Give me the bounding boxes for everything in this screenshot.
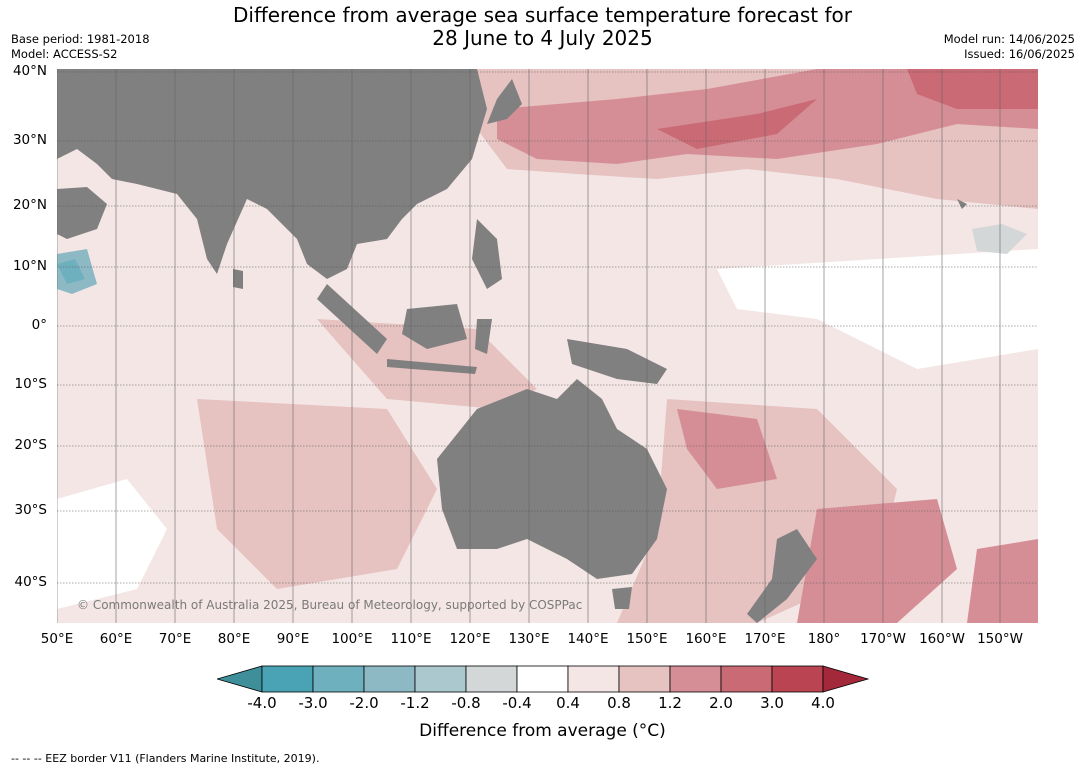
land-java — [387, 359, 477, 374]
longitude-label: 70°E — [158, 631, 192, 647]
colorbar-extend-low — [217, 665, 263, 693]
colorbar-tick-label: 1.2 — [658, 694, 682, 712]
colorbar-tick-label: 3.0 — [760, 694, 784, 712]
sst-anomaly-map: © Commonwealth of Australia 2025, Bureau… — [57, 69, 1038, 623]
latitude-label: 20°S — [14, 437, 48, 453]
longitude-label: 60°E — [99, 631, 133, 647]
latitude-label: 10°S — [14, 376, 48, 392]
latitude-label: 40°S — [14, 574, 48, 590]
land-new-zealand — [747, 529, 817, 623]
latitude-label: 30°S — [14, 502, 48, 518]
colorbar-segment — [720, 665, 773, 693]
map-canvas — [57, 69, 1038, 623]
colorbar-tick-label: -4.0 — [247, 694, 277, 712]
land-borneo — [402, 304, 467, 349]
land-australia — [437, 379, 667, 579]
colorbar-segment — [516, 665, 569, 693]
longitude-label: 180° — [807, 631, 841, 647]
anomaly-north-pacific-core — [657, 99, 817, 149]
longitude-label: 80°E — [217, 631, 251, 647]
longitude-label: 130°E — [508, 631, 550, 647]
colorbar-segment — [567, 665, 620, 693]
title-line-2: 28 June to 4 July 2025 — [432, 26, 653, 50]
latitude-label: 30°N — [12, 132, 47, 148]
land-tasmania — [612, 587, 632, 609]
colorbar-segment — [261, 665, 314, 693]
colorbar-tick-label: -0.4 — [502, 694, 532, 712]
longitude-label: 140°E — [567, 631, 609, 647]
colorbar-segment — [771, 665, 824, 693]
copyright-notice: © Commonwealth of Australia 2025, Bureau… — [77, 598, 583, 612]
longitude-label: 50°E — [40, 631, 74, 647]
colorbar-segment — [414, 665, 467, 693]
anomaly-coral-sea-strong — [677, 409, 777, 489]
latitude-label: 40°N — [12, 63, 47, 79]
longitude-label: 120°E — [449, 631, 491, 647]
longitude-label: 100°E — [331, 631, 373, 647]
land-philippines — [472, 219, 502, 289]
latitude-label: 10°N — [12, 258, 47, 274]
land-hawaii — [957, 199, 967, 209]
anomaly-south-indian-warm — [197, 399, 437, 589]
land-arabia — [57, 187, 107, 239]
anomaly-southeast-pacific — [967, 539, 1038, 623]
land-new-guinea — [567, 339, 667, 384]
issued-date: Issued: 16/06/2025 — [964, 47, 1075, 61]
longitude-label: 160°E — [685, 631, 727, 647]
colorbar — [217, 665, 869, 693]
colorbar-tick-label: 2.0 — [709, 694, 733, 712]
land-sulawesi — [475, 319, 492, 354]
anomaly-south-pacific-strong — [797, 499, 957, 623]
longitude-label: 160°W — [919, 631, 965, 647]
longitude-label: 150°W — [977, 631, 1023, 647]
colorbar-segment — [669, 665, 722, 693]
anomaly-neutral-west-indian — [57, 479, 167, 609]
colorbar-tick-label: 4.0 — [811, 694, 835, 712]
base-period: Base period: 1981-2018 — [11, 32, 150, 46]
colorbar-segment — [312, 665, 365, 693]
land-asia — [57, 69, 487, 279]
colorbar-tick-label: -2.0 — [349, 694, 379, 712]
latitude-label: 0° — [31, 317, 47, 333]
colorbar-tick-label: -0.8 — [451, 694, 481, 712]
model-name: Model: ACCESS-S2 — [11, 47, 118, 61]
graticule — [57, 69, 1038, 623]
anomaly-arabian-sea-cool — [57, 259, 85, 284]
colorbar-extend-high — [822, 665, 869, 693]
anomaly-neutral-pacific — [717, 249, 1038, 369]
colorbar-tick-label: 0.8 — [607, 694, 631, 712]
colorbar-tick-label: 0.4 — [556, 694, 580, 712]
model-run: Model run: 14/06/2025 — [943, 32, 1075, 46]
colorbar-tick-label: -1.2 — [400, 694, 430, 712]
longitude-label: 170°W — [860, 631, 906, 647]
eez-footnote: -- -- -- EEZ border V11 (Flanders Marine… — [11, 752, 320, 765]
longitude-label: 170°E — [744, 631, 786, 647]
anomaly-kuroshio — [907, 69, 1038, 109]
land-japan — [487, 79, 522, 124]
longitude-label: 150°E — [626, 631, 668, 647]
colorbar-label: Difference from average (°C) — [419, 721, 666, 741]
colorbar-segment — [465, 665, 518, 693]
latitude-label: 20°N — [12, 197, 47, 213]
colorbar-tick-label: -3.0 — [298, 694, 328, 712]
longitude-label: 110°E — [390, 631, 432, 647]
land-sri-lanka — [233, 269, 243, 289]
colorbar-segment — [363, 665, 416, 693]
meta-right: Model run: 14/06/2025 Issued: 16/06/2025 — [944, 32, 1075, 62]
anomaly-pacific-cool — [972, 224, 1027, 254]
title-line-1: Difference from average sea surface temp… — [232, 3, 852, 27]
meta-left: Base period: 1981-2018 Model: ACCESS-S2 — [11, 32, 150, 62]
map-title: Difference from average sea surface temp… — [0, 4, 1085, 50]
colorbar-segment — [618, 665, 671, 693]
longitude-label: 90°E — [276, 631, 310, 647]
